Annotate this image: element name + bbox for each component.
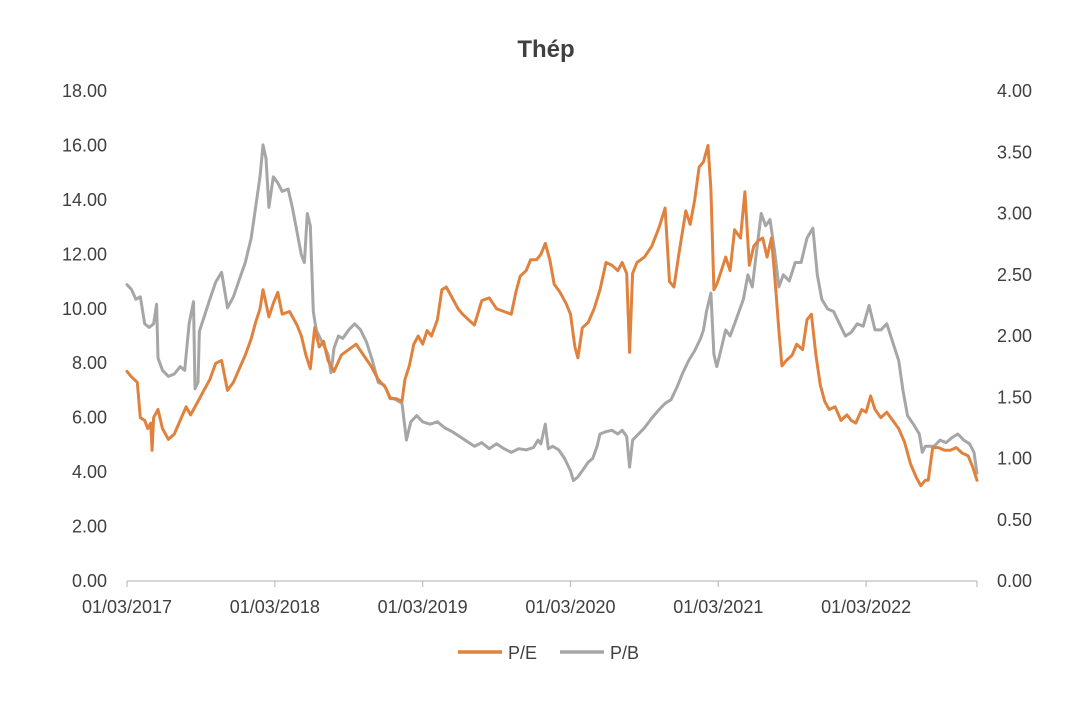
y-left-tick-label: 10.00 [62, 299, 107, 319]
y-right-tick-label: 0.50 [997, 510, 1032, 530]
y-left-tick-label: 6.00 [72, 408, 107, 428]
y-left-tick-label: 0.00 [72, 571, 107, 591]
x-tick-label: 01/03/2020 [525, 597, 615, 617]
y-left-tick-label: 18.00 [62, 81, 107, 101]
y-left-tick-label: 14.00 [62, 190, 107, 210]
x-tick-label: 01/03/2019 [378, 597, 468, 617]
x-tick-label: 01/03/2017 [82, 597, 172, 617]
y-left-tick-label: 2.00 [72, 517, 107, 537]
x-tick-label: 01/03/2018 [230, 597, 320, 617]
axes: 0.00 2.00 4.00 6.00 8.00 10.00 12.00 14.00 16.00… [62, 81, 1032, 617]
y-left-tick-label: 16.00 [62, 135, 107, 155]
y-left-tick-label: 8.00 [72, 353, 107, 373]
series-line-p-b [125, 143, 979, 483]
y-right-tick-label: 1.00 [997, 449, 1032, 469]
y-left-tick-label: 12.00 [62, 244, 107, 264]
legend-label: P/E [508, 643, 537, 663]
y-left-tick-label: 4.00 [72, 462, 107, 482]
series-layer [125, 143, 979, 488]
chart-title: Thép [517, 36, 574, 63]
y-right-tick-label: 3.50 [997, 142, 1032, 162]
legend: P/E P/B [458, 643, 639, 663]
legend-label: P/B [610, 643, 639, 663]
y-right-tick-label: 1.50 [997, 387, 1032, 407]
series-line-p-e [125, 143, 979, 488]
y-right-tick-label: 2.00 [997, 326, 1032, 346]
y-right-tick-label: 3.00 [997, 204, 1032, 224]
x-tick-label: 01/03/2022 [821, 597, 911, 617]
y-right-tick-label: 2.50 [997, 265, 1032, 285]
y-right-tick-label: 4.00 [997, 81, 1032, 101]
y-right-tick-label: 0.00 [997, 571, 1032, 591]
x-tick-label: 01/03/2021 [673, 597, 763, 617]
